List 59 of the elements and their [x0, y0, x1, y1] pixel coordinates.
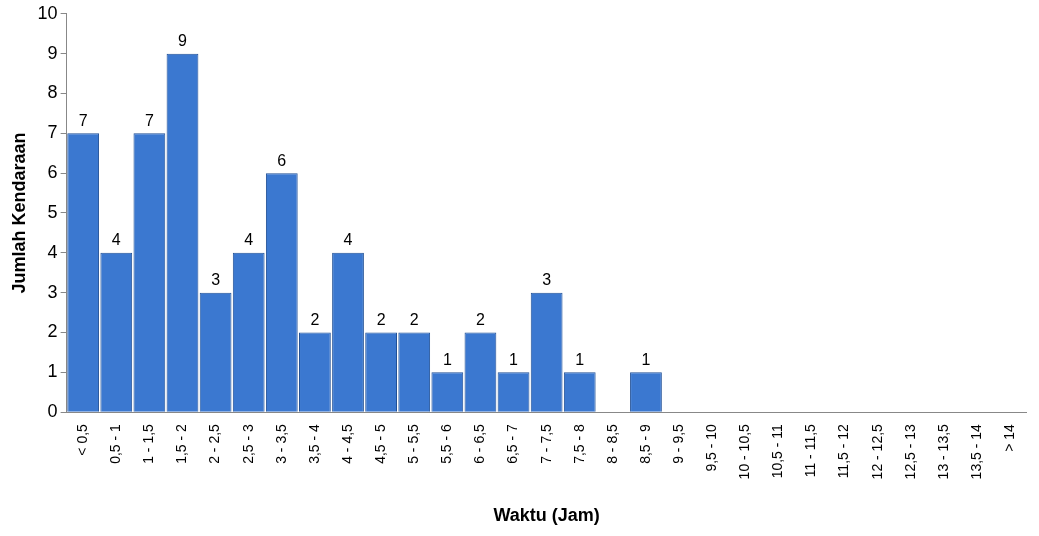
- y-tick-label: 10: [37, 2, 58, 23]
- x-tick-label: 12 - 12,5: [868, 423, 885, 480]
- y-tick-label: 9: [47, 42, 58, 63]
- y-tick-label: 4: [47, 241, 58, 262]
- data-label: 6: [277, 151, 287, 169]
- x-tick-label: 11,5 - 12: [835, 423, 852, 479]
- x-tick-label: 6,5 - 7: [504, 423, 521, 464]
- y-tick-label: 2: [47, 321, 58, 342]
- y-tick-label: 8: [47, 82, 58, 103]
- data-label: 7: [144, 111, 154, 129]
- x-tick-label: 2 - 2,5: [206, 423, 223, 464]
- y-tick-label: 5: [47, 201, 58, 222]
- x-tick-label: 11 - 11,5: [802, 423, 819, 478]
- x-tick-label: 8,5 - 9: [636, 423, 653, 464]
- data-label: 4: [244, 231, 254, 249]
- x-tick-label: 7 - 7,5: [537, 423, 554, 464]
- data-label: 1: [641, 350, 651, 368]
- x-tick-label: 12,5 - 13: [901, 423, 918, 480]
- data-label: 9: [178, 32, 188, 50]
- data-label: 2: [310, 310, 320, 328]
- x-tick-label: 9 - 9,5: [669, 423, 686, 464]
- x-tick-label: 6 - 6,5: [471, 423, 488, 464]
- data-label: 2: [376, 310, 386, 328]
- x-tick-label: 5 - 5,5: [405, 423, 422, 464]
- x-tick-label: 1,5 - 2: [173, 423, 190, 464]
- data-label: 1: [442, 350, 452, 368]
- x-tick-label: 2,5 - 3: [239, 423, 256, 464]
- x-tick-label: 13,5 - 14: [967, 423, 984, 480]
- y-tick-label: 6: [47, 162, 58, 183]
- data-label: 2: [409, 310, 419, 328]
- data-label: 4: [343, 231, 353, 249]
- x-tick-label: 13 - 13,5: [934, 423, 951, 480]
- data-label: 4: [111, 231, 121, 249]
- x-tick-label: 10 - 10,5: [736, 423, 753, 480]
- x-tick-label: 0,5 - 1: [107, 423, 124, 464]
- data-label: 1: [575, 350, 585, 368]
- x-tick-label: < 0,5: [74, 423, 91, 456]
- y-tick-label: 7: [47, 122, 58, 143]
- x-tick-label: > 14: [1000, 423, 1017, 452]
- y-axis-title: Jumlah Kendaraan: [8, 132, 29, 294]
- x-axis-title: Waktu (Jam): [493, 505, 600, 526]
- y-tick-label: 0: [47, 401, 58, 422]
- data-label: 3: [211, 271, 221, 289]
- data-label: 1: [509, 350, 519, 368]
- x-tick-label: 4 - 4,5: [338, 423, 355, 464]
- x-tick-label: 4,5 - 5: [371, 423, 388, 464]
- data-label: 7: [78, 111, 88, 129]
- x-tick-label: 8 - 8,5: [603, 423, 620, 464]
- data-label: 2: [475, 310, 485, 328]
- x-tick-label: 9,5 - 10: [703, 423, 720, 472]
- x-tick-label: 5,5 - 6: [438, 423, 455, 464]
- y-tick-label: 3: [47, 281, 58, 302]
- data-label: 3: [542, 271, 552, 289]
- x-tick-label: 7,5 - 8: [570, 423, 587, 464]
- x-tick-label: 10,5 - 11: [769, 423, 786, 479]
- x-tick-label: 3 - 3,5: [272, 423, 289, 464]
- x-tick-label: 1 - 1,5: [140, 423, 157, 464]
- x-tick-label: 3,5 - 4: [305, 423, 322, 464]
- y-tick-label: 1: [47, 361, 58, 382]
